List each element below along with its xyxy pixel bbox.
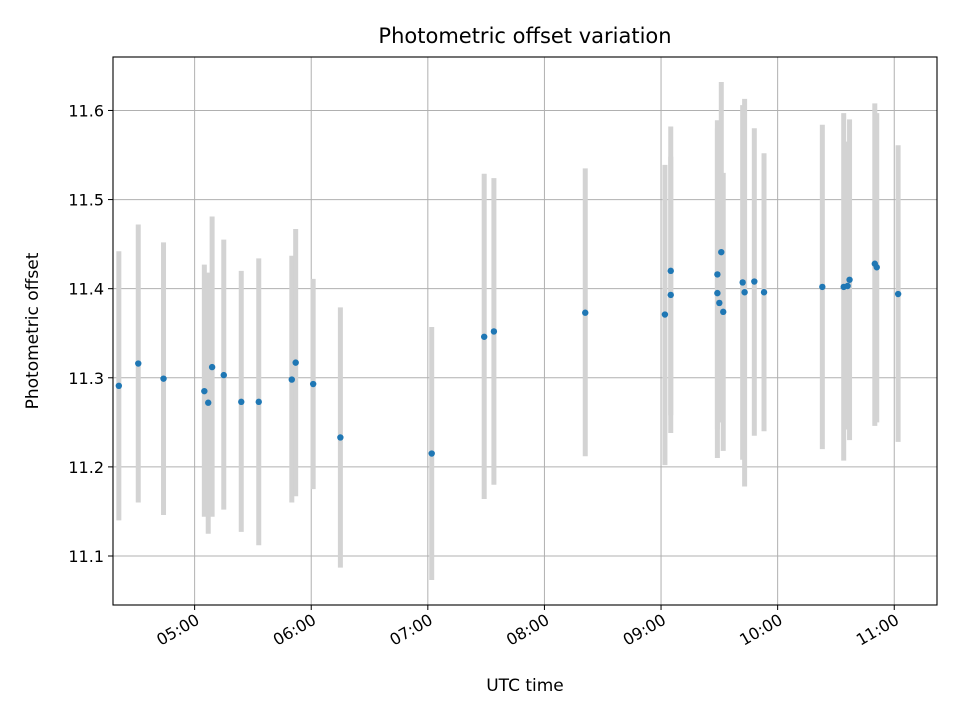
data-point [309,380,317,388]
y-tick-label: 11.2 [68,458,104,477]
data-point [751,278,758,285]
y-tick-label: 11.5 [68,191,104,210]
data-point [160,375,167,382]
y-tick-label: 11.1 [68,547,104,566]
data-point [894,290,902,298]
data-point [135,360,142,367]
plot-area-frame [112,56,938,606]
x-axis-title: UTC time [486,676,564,696]
data-point [739,279,746,286]
y-axis-title: Photometric offset [23,252,43,409]
data-point [667,291,674,299]
data-point [718,248,725,256]
data-point [844,282,851,290]
y-tick-label: 11.4 [68,280,104,299]
data-point [716,299,723,307]
data-point [220,371,227,379]
data-point [201,387,208,395]
y-tick-label: 11.3 [68,369,104,388]
data-point [661,311,669,318]
data-point [846,276,853,283]
data-point [205,399,212,406]
data-point [873,264,880,271]
data-point [714,271,721,278]
data-point [741,289,748,296]
data-point [238,398,245,406]
data-point [115,382,123,389]
data-point [582,309,589,316]
data-point [667,267,674,275]
grid [113,57,937,605]
data-point [288,376,295,383]
data-point [208,363,216,371]
data-point [255,398,262,406]
data-point [337,434,344,441]
data-point [760,289,768,296]
data-point [720,308,727,316]
chart-title: Photometric offset variation [378,24,671,48]
data-points [115,248,902,457]
data-point [480,333,488,340]
y-tick-label: 11.6 [68,101,104,120]
data-point [428,450,435,457]
data-point [819,283,826,291]
data-point [292,359,299,366]
data-point [490,328,498,335]
data-point [714,289,721,297]
